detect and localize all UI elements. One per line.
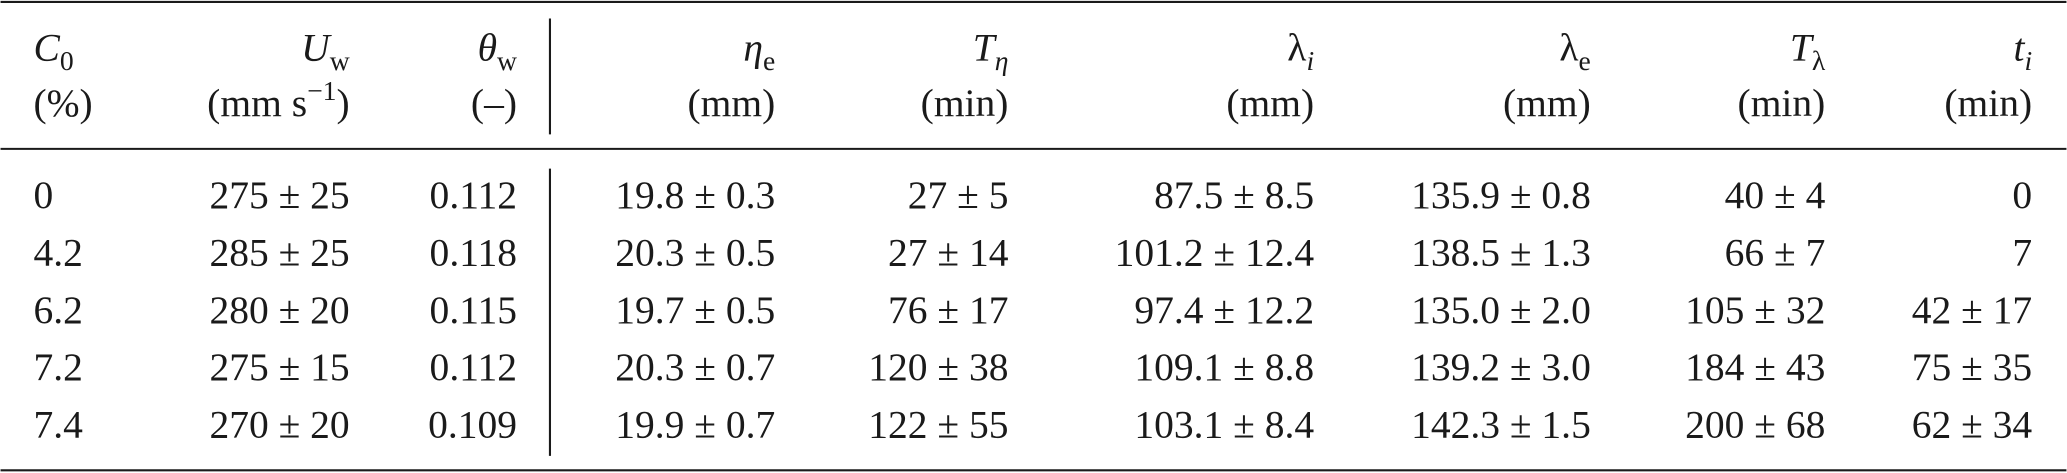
header-symbol: θ bbox=[478, 26, 497, 70]
table-cell: 19.8 ± 0.3 bbox=[615, 173, 775, 217]
table-cell: 270 ± 20 bbox=[209, 402, 349, 446]
table-cell: 66 ± 7 bbox=[1725, 230, 1826, 274]
table-cell: 0 bbox=[33, 173, 53, 217]
column-header: ti bbox=[2014, 26, 2033, 76]
table-cell: 103.1 ± 8.4 bbox=[1134, 402, 1314, 446]
column-unit: (mm s−1) bbox=[207, 75, 349, 125]
table-cell: 200 ± 68 bbox=[1685, 402, 1825, 446]
unit-text: (mm) bbox=[1503, 81, 1591, 125]
table-cell: 42 ± 17 bbox=[1912, 288, 2032, 332]
column-unit: (mm) bbox=[687, 81, 775, 125]
table-cell: 0.115 bbox=[430, 288, 517, 332]
table-cell: 27 ± 5 bbox=[908, 173, 1009, 217]
column-header: Tη bbox=[973, 26, 1009, 76]
unit-text: (min) bbox=[1944, 81, 2032, 125]
unit-text: (mm) bbox=[1226, 81, 1314, 125]
header-subscript: w bbox=[330, 45, 350, 76]
table-cell: 19.7 ± 0.5 bbox=[615, 288, 775, 332]
unit-text: (mm s bbox=[207, 81, 307, 125]
header-symbol: η bbox=[743, 26, 763, 70]
table-cell: 285 ± 25 bbox=[209, 230, 349, 274]
table-cell: 122 ± 55 bbox=[868, 402, 1008, 446]
table-cell: 0.109 bbox=[428, 402, 517, 446]
header-subscript: e bbox=[763, 45, 775, 76]
column-header: C0 bbox=[33, 26, 73, 76]
column-unit: (%) bbox=[33, 81, 92, 125]
unit-text: (mm) bbox=[687, 81, 775, 125]
unit-superscript: −1 bbox=[307, 75, 336, 106]
unit-text: ) bbox=[337, 81, 350, 125]
table-cell: 7.4 bbox=[33, 402, 83, 446]
table-cell: 0.118 bbox=[430, 230, 517, 274]
table-cell: 97.4 ± 12.2 bbox=[1134, 288, 1314, 332]
table-cell: 275 ± 15 bbox=[209, 345, 349, 389]
table-cell: 138.5 ± 1.3 bbox=[1411, 230, 1591, 274]
table-cell: 275 ± 25 bbox=[209, 173, 349, 217]
header-symbol: U bbox=[301, 26, 332, 70]
table-cell: 20.3 ± 0.5 bbox=[615, 230, 775, 274]
column-unit: (min) bbox=[1738, 81, 1826, 125]
header-symbol: C bbox=[33, 26, 60, 70]
header-subscript: w bbox=[497, 45, 517, 76]
table-cell: 40 ± 4 bbox=[1725, 173, 1826, 217]
table-cell: 75 ± 35 bbox=[1912, 345, 2032, 389]
column-unit: (mm) bbox=[1226, 81, 1314, 125]
column-unit: (mm) bbox=[1503, 81, 1591, 125]
table-cell: 135.9 ± 0.8 bbox=[1411, 173, 1591, 217]
header-subscript: λ bbox=[1812, 45, 1826, 76]
header-subscript: e bbox=[1579, 45, 1591, 76]
table-cell: 184 ± 43 bbox=[1685, 345, 1825, 389]
unit-text: (–) bbox=[471, 81, 517, 125]
table-cell: 120 ± 38 bbox=[868, 345, 1008, 389]
header-subscript: 0 bbox=[60, 45, 74, 76]
header-symbol: λ bbox=[1559, 26, 1578, 70]
table-cell: 6.2 bbox=[33, 288, 82, 332]
table-cell: 62 ± 34 bbox=[1912, 402, 2033, 446]
table-cell: 7.2 bbox=[33, 345, 82, 389]
table-cell: 7 bbox=[2012, 230, 2032, 274]
table-cell: 19.9 ± 0.7 bbox=[615, 402, 775, 446]
column-header: Uw bbox=[301, 26, 350, 76]
column-unit: (–) bbox=[471, 81, 517, 125]
table-cell: 105 ± 32 bbox=[1685, 288, 1825, 332]
table-cell: 142.3 ± 1.5 bbox=[1411, 402, 1591, 446]
table-cell: 101.2 ± 12.4 bbox=[1115, 230, 1315, 274]
column-unit: (min) bbox=[921, 81, 1009, 125]
header-symbol: λ bbox=[1287, 26, 1306, 70]
header-symbol: T bbox=[1790, 26, 1815, 70]
column-header: λe bbox=[1559, 26, 1590, 76]
table-cell: 76 ± 17 bbox=[888, 288, 1008, 332]
header-symbol: T bbox=[973, 26, 998, 70]
table-cell: 280 ± 20 bbox=[209, 288, 349, 332]
table-cell: 109.1 ± 8.8 bbox=[1134, 345, 1314, 389]
table-cell: 20.3 ± 0.7 bbox=[615, 345, 775, 389]
header-subscript: i bbox=[1306, 45, 1314, 76]
table-cell: 139.2 ± 3.0 bbox=[1411, 345, 1591, 389]
column-header: ηe bbox=[743, 26, 775, 76]
unit-text: (min) bbox=[1738, 81, 1826, 125]
unit-text: (%) bbox=[33, 81, 92, 125]
table-cell: 87.5 ± 8.5 bbox=[1154, 173, 1314, 217]
table-cell: 4.2 bbox=[33, 230, 82, 274]
table-cell: 135.0 ± 2.0 bbox=[1411, 288, 1591, 332]
column-header: Tλ bbox=[1790, 26, 1826, 76]
table-cell: 0.112 bbox=[430, 345, 517, 389]
header-subscript: i bbox=[2025, 45, 2033, 76]
header-symbol: t bbox=[2014, 26, 2026, 70]
header-subscript: η bbox=[995, 45, 1009, 76]
column-header: λi bbox=[1287, 26, 1314, 76]
table-cell: 0 bbox=[2012, 173, 2032, 217]
column-unit: (min) bbox=[1944, 81, 2032, 125]
table-cell: 27 ± 14 bbox=[888, 230, 1009, 274]
table-cell: 0.112 bbox=[430, 173, 517, 217]
unit-text: (min) bbox=[921, 81, 1009, 125]
column-header: θw bbox=[478, 26, 517, 76]
